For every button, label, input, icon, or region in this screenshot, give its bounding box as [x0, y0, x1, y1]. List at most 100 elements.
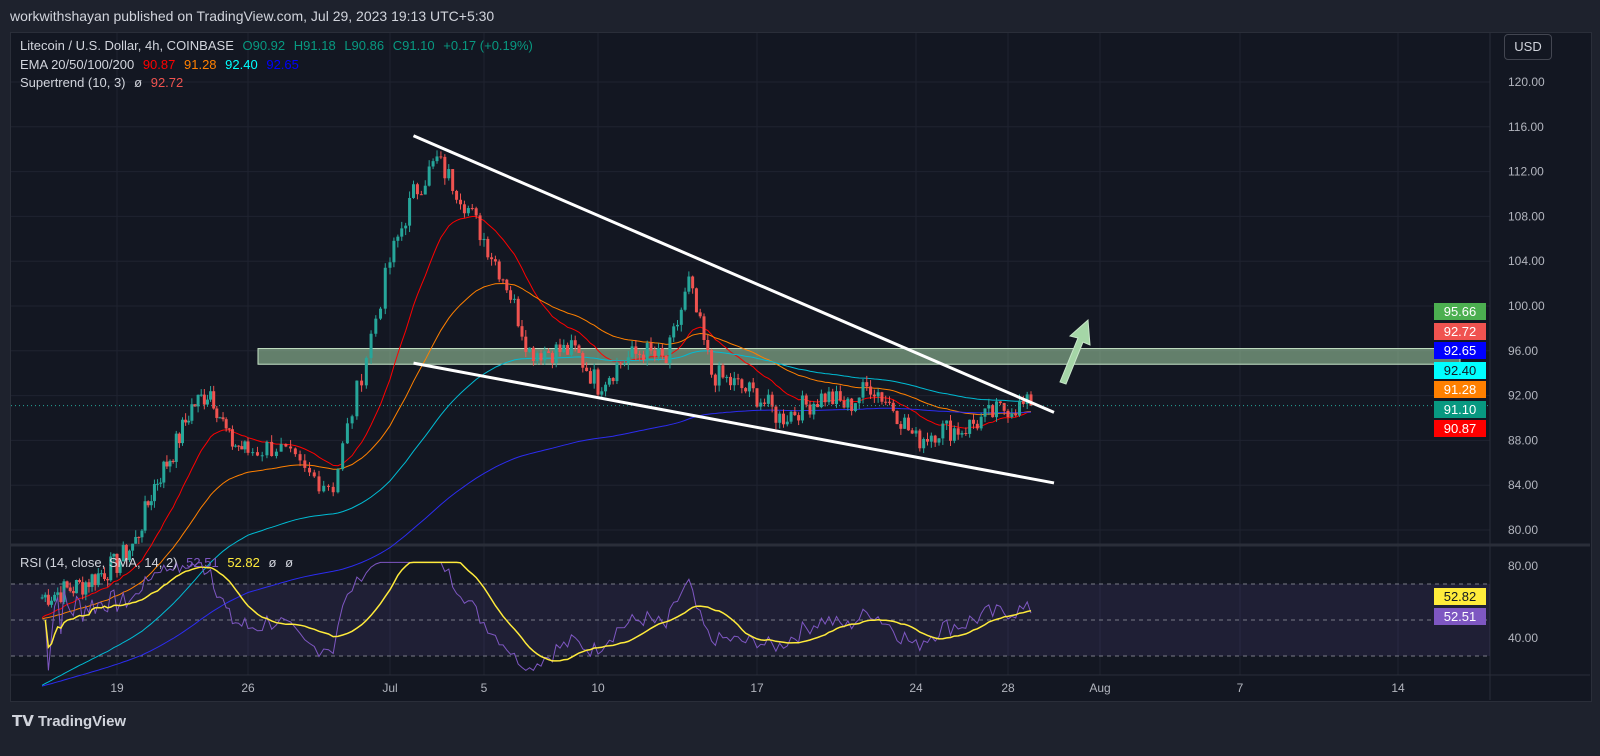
- support-zone: [257, 348, 1461, 365]
- candle-body: [732, 378, 736, 386]
- symbol-label[interactable]: Litecoin / U.S. Dollar, 4h, COINBASE: [20, 38, 234, 53]
- candle-body: [520, 326, 524, 337]
- supertrend-value: 92.72: [150, 75, 184, 90]
- rsi-label[interactable]: RSI (14, close, SMA, 14, 2): [20, 555, 178, 570]
- price-tick: 80.00: [1508, 523, 1538, 537]
- candle-body: [968, 419, 972, 434]
- candle-body: [196, 394, 200, 407]
- chart-frame[interactable]: [10, 32, 1592, 702]
- supertrend-legend: Supertrend (10, 3) ø 92.72: [20, 75, 188, 90]
- time-tick: 5: [481, 681, 488, 695]
- candle-body: [850, 398, 854, 411]
- candle-body: [664, 355, 668, 364]
- candle-body: [562, 344, 566, 352]
- candle-body: [554, 344, 558, 363]
- candle-body: [331, 486, 335, 493]
- candle-body: [1018, 400, 1021, 416]
- ema-legend: EMA 20/50/100/200 90.87 91.28 92.40 92.6…: [20, 57, 304, 72]
- candle-body: [317, 476, 321, 492]
- candle-body: [99, 573, 103, 575]
- price-tick: 88.00: [1508, 433, 1538, 447]
- candle-body: [364, 357, 368, 386]
- candle-body: [1029, 394, 1033, 406]
- candle-body: [74, 580, 78, 594]
- price-tick: 100.00: [1508, 299, 1545, 313]
- candle-body: [751, 382, 755, 389]
- candle-body: [808, 404, 812, 415]
- candle-body: [493, 259, 497, 262]
- supertrend-label[interactable]: Supertrend (10, 3): [20, 75, 126, 90]
- candle-body: [638, 353, 642, 355]
- candle-body: [230, 429, 234, 447]
- rsi-legend: RSI (14, close, SMA, 14, 2) 52.51 52.82 …: [20, 555, 298, 570]
- candle-body: [702, 316, 706, 341]
- brand-label: TradingView: [38, 713, 127, 730]
- candle-body: [209, 391, 213, 400]
- candle-body: [274, 451, 278, 457]
- candle-body: [59, 592, 63, 602]
- candle-body: [298, 454, 302, 461]
- candle-body: [396, 236, 400, 241]
- candle-body: [124, 544, 128, 561]
- candle-body: [443, 156, 447, 179]
- candle-body: [607, 378, 611, 385]
- lower-trendline: [413, 361, 1055, 485]
- candle-body: [240, 446, 244, 450]
- candle-body: [691, 276, 695, 289]
- candle-body: [991, 405, 995, 418]
- low-value: L90.86: [344, 38, 385, 53]
- published-info: workwithshayan published on TradingView.…: [10, 8, 495, 24]
- candle-body: [423, 185, 427, 195]
- candle-body: [747, 382, 751, 392]
- tradingview-logo[interactable]: 𝗧𝗩 TradingView: [12, 712, 126, 730]
- candle-body: [679, 309, 683, 325]
- candle-body: [1014, 413, 1018, 416]
- candle-body: [81, 582, 85, 595]
- candle-body: [797, 415, 801, 421]
- candle-body: [577, 345, 581, 353]
- candle-body: [729, 376, 732, 386]
- candle-body: [672, 326, 676, 338]
- open-value: O90.92: [242, 38, 286, 53]
- candle-body: [379, 308, 383, 319]
- candle-body: [725, 376, 729, 378]
- currency-button[interactable]: USD: [1504, 34, 1552, 60]
- candle-body: [933, 435, 937, 443]
- candle-body: [112, 553, 116, 557]
- candle-body: [251, 452, 255, 454]
- candle-body: [630, 346, 634, 358]
- candle-body: [706, 340, 710, 351]
- candle-body: [270, 441, 274, 457]
- candle-body: [698, 312, 702, 317]
- candle-body: [90, 574, 94, 587]
- candle-body: [482, 238, 486, 241]
- candle-body: [740, 379, 744, 389]
- candle-body: [910, 430, 914, 434]
- candle-body: [782, 413, 785, 425]
- price-tag: 91.10: [1434, 400, 1486, 418]
- candle-body: [785, 421, 789, 425]
- candle-body: [412, 184, 415, 198]
- candle-body: [619, 363, 623, 365]
- candle-body: [360, 380, 364, 386]
- candle-body: [303, 460, 307, 468]
- candle-body: [466, 208, 470, 214]
- candle-body: [793, 411, 797, 416]
- rsi-null-1: ø: [268, 555, 277, 570]
- candle-body: [221, 417, 225, 420]
- candle-body: [289, 446, 293, 449]
- candle-body: [906, 417, 910, 431]
- candle-body: [721, 365, 725, 378]
- candle-body: [872, 394, 876, 397]
- ema-label[interactable]: EMA 20/50/100/200: [20, 57, 135, 72]
- candle-body: [853, 403, 857, 411]
- candle-body: [84, 582, 88, 595]
- time-tick: 24: [909, 681, 923, 695]
- candle-body: [585, 367, 589, 372]
- candle-body: [710, 350, 714, 375]
- ema100-value: 92.40: [225, 57, 258, 72]
- candle-body: [615, 363, 619, 382]
- candle-body: [838, 391, 842, 401]
- close-value: C91.10: [392, 38, 435, 53]
